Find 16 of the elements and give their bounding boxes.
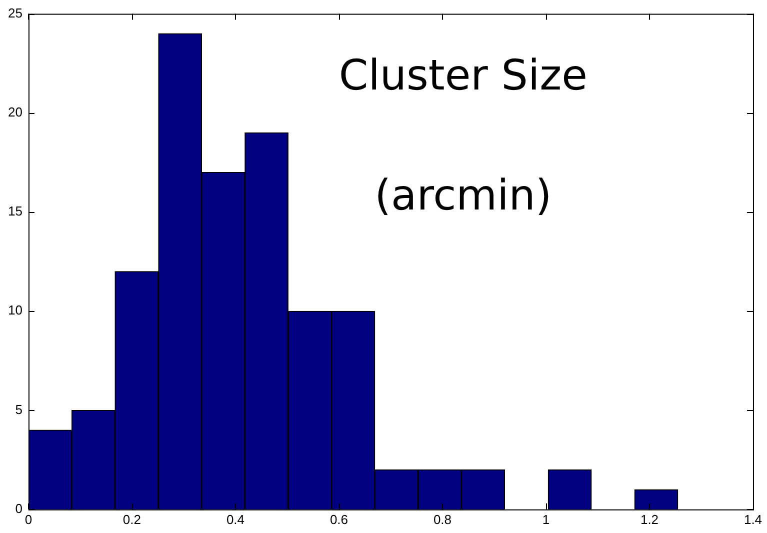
y-tick-label: 20 bbox=[8, 104, 22, 120]
x-tick-label: 1.4 bbox=[744, 512, 762, 527]
x-tick-label: 1.2 bbox=[640, 512, 659, 527]
y-tick-label: 10 bbox=[8, 302, 22, 318]
annotation: Cluster Size bbox=[338, 50, 588, 100]
x-tick-label: 0 bbox=[24, 512, 32, 527]
annotation: (arcmin) bbox=[374, 170, 552, 220]
y-tick-label: 15 bbox=[8, 204, 22, 219]
y-tick-label: 25 bbox=[8, 5, 22, 20]
y-tick-label: 5 bbox=[15, 402, 22, 417]
x-tick-label: 1 bbox=[542, 512, 550, 527]
y-tick-label: 0 bbox=[15, 500, 22, 516]
x-tick-label: 0.2 bbox=[122, 512, 142, 527]
x-tick-label: 0.8 bbox=[433, 512, 452, 527]
x-tick-label: 0.4 bbox=[226, 512, 245, 527]
x-tick-label: 0.6 bbox=[330, 512, 348, 527]
